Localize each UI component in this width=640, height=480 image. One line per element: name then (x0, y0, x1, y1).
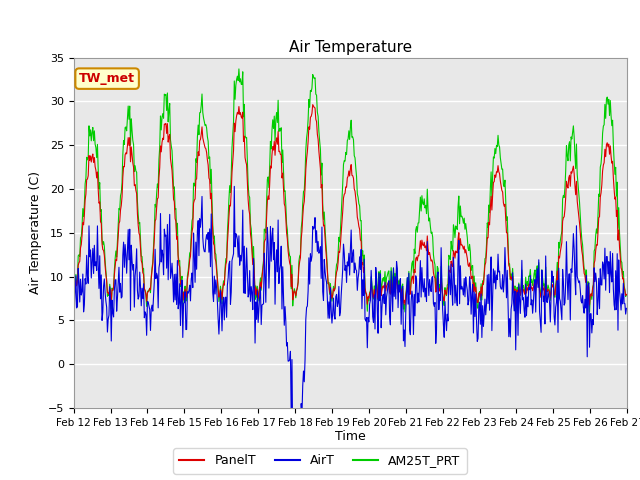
PanelT (434, 276, 442, 282)
AM25T_PRT (512, 311, 520, 316)
AirT (623, 305, 630, 311)
AM25T_PRT (137, 236, 145, 241)
AM25T_PRT (235, 66, 243, 72)
PanelT (80, 222, 88, 228)
AirT (193, 266, 200, 272)
PanelT (623, 291, 630, 297)
AM25T_PRT (80, 214, 88, 219)
Line: AM25T_PRT: AM25T_PRT (74, 69, 627, 313)
PanelT (137, 245, 145, 251)
Text: TW_met: TW_met (79, 72, 135, 85)
AM25T_PRT (623, 292, 630, 298)
PanelT (512, 303, 520, 309)
PanelT (418, 237, 426, 243)
AM25T_PRT (418, 193, 426, 199)
PanelT (222, 262, 230, 267)
AM25T_PRT (70, 287, 77, 293)
AirT (137, 284, 145, 289)
Line: PanelT: PanelT (74, 105, 627, 306)
AirT (435, 307, 443, 312)
AirT (419, 284, 426, 290)
Line: AirT: AirT (74, 186, 627, 450)
AirT (230, 183, 238, 189)
Legend: PanelT, AirT, AM25T_PRT: PanelT, AirT, AM25T_PRT (173, 448, 467, 474)
PanelT (70, 288, 77, 294)
AirT (70, 295, 77, 300)
AM25T_PRT (193, 159, 200, 165)
AirT (222, 294, 230, 300)
AirT (292, 447, 300, 453)
AM25T_PRT (222, 256, 230, 262)
PanelT (193, 176, 200, 182)
Title: Air Temperature: Air Temperature (289, 40, 412, 55)
X-axis label: Time: Time (335, 431, 366, 444)
PanelT (309, 102, 317, 108)
AM25T_PRT (434, 265, 442, 271)
AirT (80, 309, 88, 315)
Y-axis label: Air Temperature (C): Air Temperature (C) (29, 171, 42, 294)
